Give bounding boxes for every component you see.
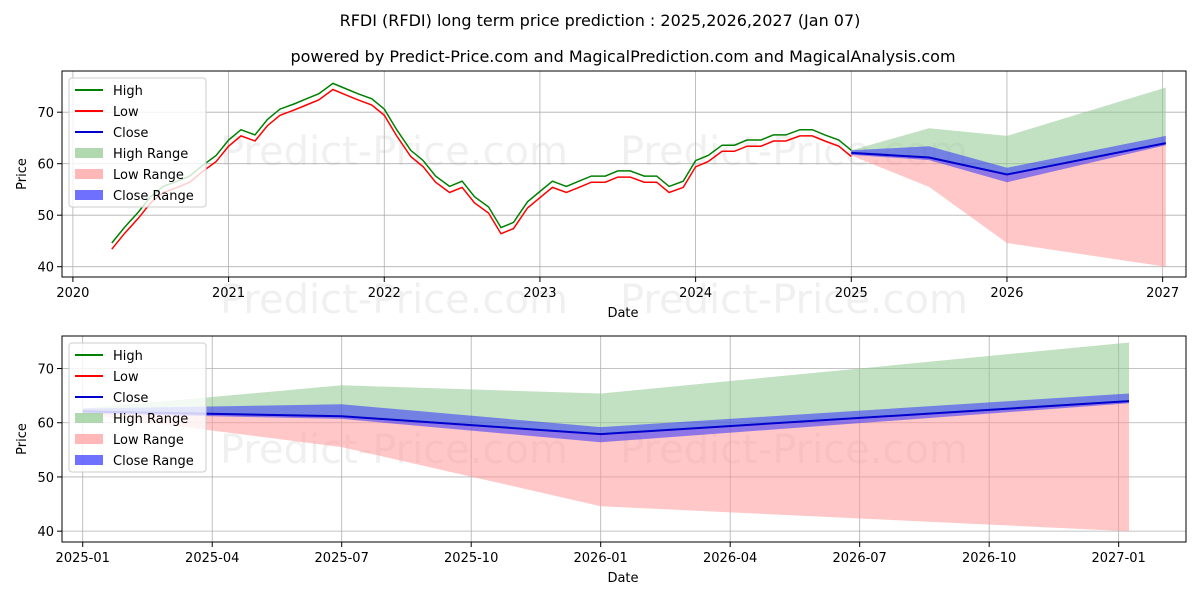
- y-axis-label: Price: [15, 158, 30, 190]
- forecast-panel: Predict-Price.com Predict-Price.com 2025…: [15, 335, 1187, 586]
- watermark: Predict-Price.com: [220, 129, 568, 175]
- legend-label: High: [113, 349, 143, 364]
- plot-frame: [61, 335, 1187, 543]
- close-series-line: [82, 400, 1130, 436]
- legend-label: Low Range: [113, 433, 184, 448]
- chart-subtitle: powered by Predict-Price.com and Magical…: [290, 47, 955, 66]
- y-tick-label: 60: [37, 158, 54, 173]
- x-tick-label: 2027: [1146, 286, 1179, 301]
- x-tick-label: 2024: [679, 286, 712, 301]
- x-tick-label: 2026-04: [703, 551, 757, 566]
- y-tick-label: 40: [37, 261, 54, 276]
- x-tick-label: 2022: [368, 286, 401, 301]
- legend-swatch: [75, 169, 103, 179]
- legend-label: High Range: [113, 412, 188, 427]
- x-axis-label: Date: [607, 571, 638, 586]
- legend-label: Close Range: [113, 454, 194, 469]
- x-axis-label: Date: [607, 306, 638, 321]
- legend-swatch: [75, 413, 103, 423]
- legend-label: High Range: [113, 147, 188, 162]
- legend-label: High: [113, 84, 143, 99]
- x-tick-label: 2026-07: [833, 551, 887, 566]
- legend-box: [68, 77, 207, 208]
- x-tick-label: 2025-10: [444, 551, 498, 566]
- watermark: Predict-Price.com: [220, 277, 568, 323]
- close-range-area: [851, 135, 1166, 183]
- x-tick-label: 2026: [990, 286, 1023, 301]
- y-tick-label: 70: [37, 106, 54, 121]
- legend-label: Low: [113, 105, 139, 120]
- x-tick-label: 2025-07: [315, 551, 369, 566]
- plot-frame: [61, 70, 1187, 278]
- low-series-line: [111, 88, 852, 250]
- high-series-line: [111, 82, 852, 244]
- x-tick-label: 2025-04: [185, 551, 239, 566]
- legend-swatch: [75, 190, 103, 200]
- x-tick-label: 2021: [212, 286, 245, 301]
- x-tick-label: 2020: [56, 286, 89, 301]
- x-tick-label: 2026-10: [962, 551, 1016, 566]
- legend: High Low Close High Range Low Range Close Ran…: [68, 77, 207, 208]
- chart-title: RFDI (RFDI) long term price prediction :…: [340, 11, 861, 30]
- y-tick-label: 40: [37, 525, 54, 540]
- low-range-area: [851, 143, 1166, 267]
- x-tick-label: 2025-01: [56, 551, 110, 566]
- y-axis-label: Price: [15, 423, 30, 455]
- legend-box: [68, 342, 207, 473]
- legend-label: Close: [113, 126, 148, 141]
- y-tick-label: 50: [37, 471, 54, 486]
- close-range-area: [82, 393, 1130, 443]
- y-tick-label: 60: [37, 417, 54, 432]
- x-tick-label: 2023: [523, 286, 556, 301]
- legend-swatch: [75, 148, 103, 158]
- legend-swatch: [75, 455, 103, 465]
- y-tick-label: 70: [37, 363, 54, 378]
- history-panel: Predict-Price.com Predict-Price.com Pred…: [15, 70, 1187, 323]
- x-tick-label: 2026-01: [574, 551, 628, 566]
- x-tick-label: 2025: [835, 286, 868, 301]
- legend-label: Low: [113, 370, 139, 385]
- watermark: Predict-Price.com: [620, 277, 968, 323]
- low-range-area: [82, 401, 1130, 532]
- x-tick-label: 2027-01: [1091, 551, 1145, 566]
- legend-label: Close Range: [113, 189, 194, 204]
- legend-label: Low Range: [113, 168, 184, 183]
- y-tick-label: 50: [37, 209, 54, 224]
- legend-label: Close: [113, 391, 148, 406]
- legend-swatch: [75, 434, 103, 444]
- legend: High Low Close High Range Low Range Close Ran…: [68, 342, 207, 473]
- close-series-line: [851, 142, 1166, 176]
